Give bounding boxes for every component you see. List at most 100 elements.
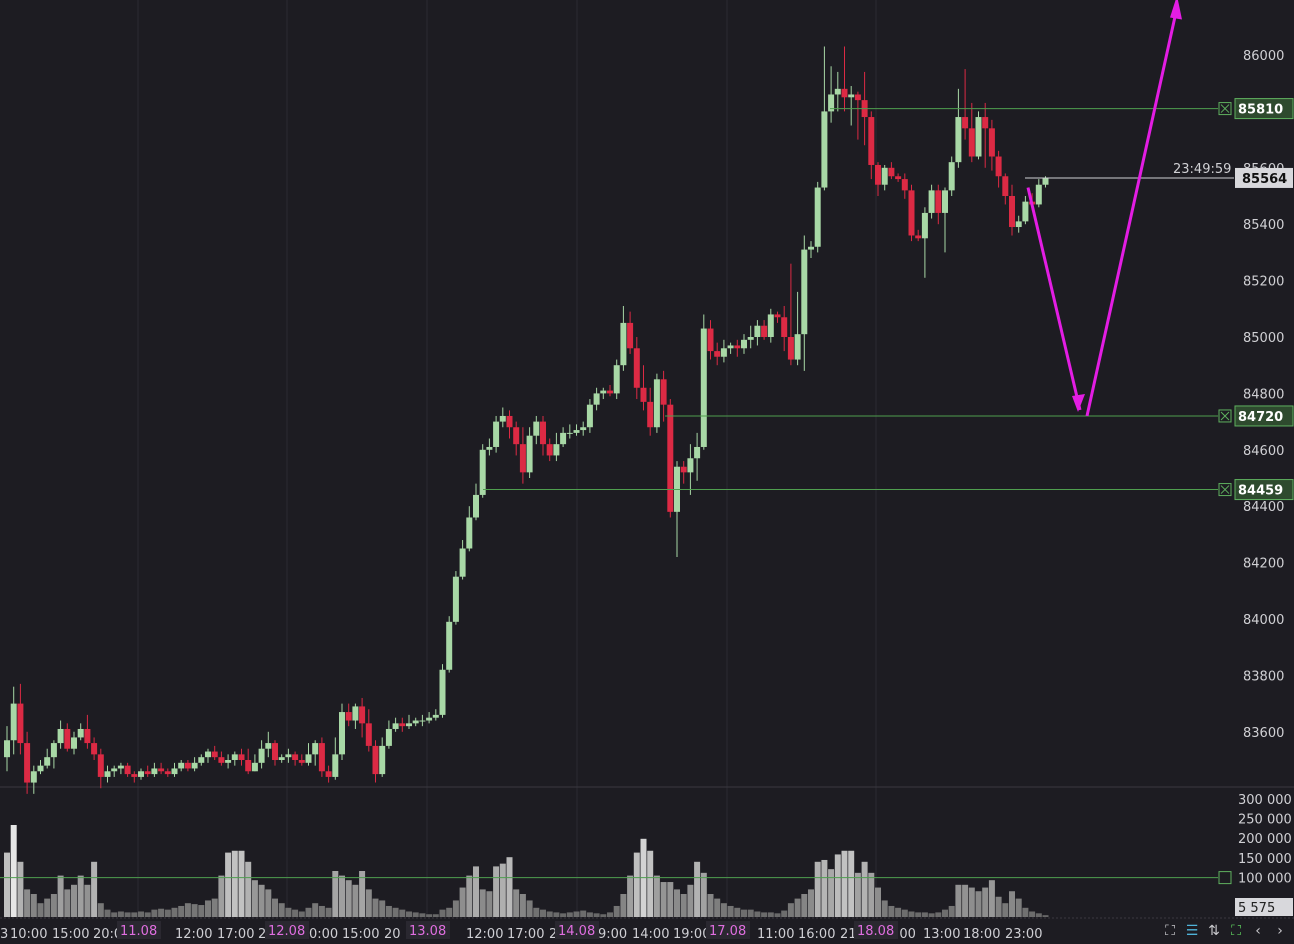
candle-body [466, 517, 473, 549]
countdown-timer: 23:49:59 [1173, 162, 1231, 177]
time-axis-label: 12:00 [175, 927, 212, 942]
volume-bar [573, 911, 580, 917]
projection-up-arrow [1085, 7, 1179, 417]
fullscreen-icon[interactable]: ⛶ [1165, 923, 1175, 939]
volume-bar [1022, 907, 1029, 917]
price-axis-tick: 83600 [1243, 726, 1284, 741]
candle-body [519, 444, 526, 473]
time-axis-label: 16:00 [798, 927, 835, 942]
volume-bar [225, 852, 232, 917]
volume-bar [184, 903, 191, 917]
price-axis-tick: 84000 [1243, 613, 1284, 628]
level-price-label: 85810 [1238, 103, 1283, 118]
candle-body [694, 446, 701, 459]
volume-bar [1042, 915, 1049, 917]
date-label-bg [854, 921, 898, 939]
date-label-bg [117, 921, 161, 939]
volume-bar [218, 875, 225, 917]
volume-bar [714, 898, 721, 917]
time-axis-label: 20 [384, 927, 401, 942]
candle-body [17, 703, 24, 744]
price-axis-tick: 84400 [1243, 500, 1284, 515]
volume-bar [37, 903, 44, 917]
settings-sliders-icon[interactable]: ☰ [1185, 923, 1199, 939]
level-x-glyph [1220, 104, 1230, 113]
scroll-right-icon[interactable]: › [1277, 923, 1283, 939]
candle-body [499, 415, 506, 422]
candle-body [707, 328, 714, 352]
volume-level-remove-icon [1218, 871, 1232, 885]
volume-bar [854, 872, 861, 917]
candle-body [754, 325, 761, 337]
volume-bar [4, 852, 10, 917]
volume-bar [479, 889, 486, 917]
candle-body [921, 212, 928, 239]
volume-bar [178, 905, 185, 917]
projection-up-arrowhead [1170, 0, 1182, 20]
volume-bar [586, 912, 593, 917]
volume-bar [526, 900, 533, 917]
time-axis-label: 23:00 [1005, 927, 1042, 942]
volume-bar [861, 861, 868, 917]
volume-bar [674, 889, 680, 917]
volume-bar [359, 871, 366, 917]
candle-body [392, 723, 399, 729]
volume-bar [339, 875, 345, 917]
volume-bar [144, 912, 151, 917]
candle-body [1009, 196, 1015, 228]
volume-bar [419, 913, 426, 917]
volume-bar [104, 909, 111, 917]
volume-bar [908, 911, 915, 917]
candle-body [50, 743, 57, 758]
volume-bar [198, 905, 205, 917]
candle-body [955, 117, 962, 163]
candle-body [218, 757, 225, 763]
candle-body [828, 94, 835, 112]
volume-bar [881, 900, 888, 917]
volume-bar [158, 908, 165, 917]
volume-bar [580, 910, 587, 917]
candle-body [734, 345, 741, 349]
volume-bar [238, 850, 245, 917]
candle-body [633, 348, 640, 388]
candle-body [995, 156, 1002, 177]
autoscale-icon[interactable]: ⛶ [1231, 923, 1241, 939]
volume-bar [285, 907, 292, 917]
volume-bar [613, 905, 620, 917]
scroll-left-icon[interactable]: ‹ [1255, 923, 1261, 939]
volume-bar [352, 884, 359, 917]
time-axis-label: :00 [895, 927, 916, 942]
date-axis-label: 13.08 [409, 924, 446, 939]
scale-arrows-icon[interactable]: ⇅ [1208, 923, 1220, 939]
volume-bar [875, 887, 881, 917]
volume-bar [131, 912, 138, 917]
volume-bar [707, 894, 714, 917]
candle-body [439, 669, 446, 715]
volume-bar [439, 909, 446, 917]
volume-bar [834, 854, 841, 917]
candle-body [1035, 184, 1042, 205]
volume-bar [982, 887, 989, 917]
candle-body [908, 190, 915, 236]
candle-body [459, 548, 466, 577]
volume-bar [895, 907, 902, 917]
candle-body [493, 421, 500, 447]
volume-bar [687, 884, 694, 917]
candle-body [841, 88, 848, 98]
time-axis-label: 0:00 [309, 927, 338, 942]
volume-bar [868, 872, 875, 917]
candle-body [975, 117, 982, 157]
volume-bar [399, 909, 406, 917]
time-axis-label: 9:00 [598, 927, 627, 942]
candle-body [875, 164, 881, 185]
candle-body [660, 379, 667, 405]
volume-bar [935, 912, 942, 917]
volume-bar [251, 880, 258, 917]
volume-bar [151, 909, 158, 917]
candle-body [821, 111, 828, 188]
volume-axis-tick: 200 000 [1238, 832, 1292, 847]
candle-body [412, 720, 419, 724]
candle-body [1015, 221, 1022, 228]
volume-bar [318, 905, 325, 917]
